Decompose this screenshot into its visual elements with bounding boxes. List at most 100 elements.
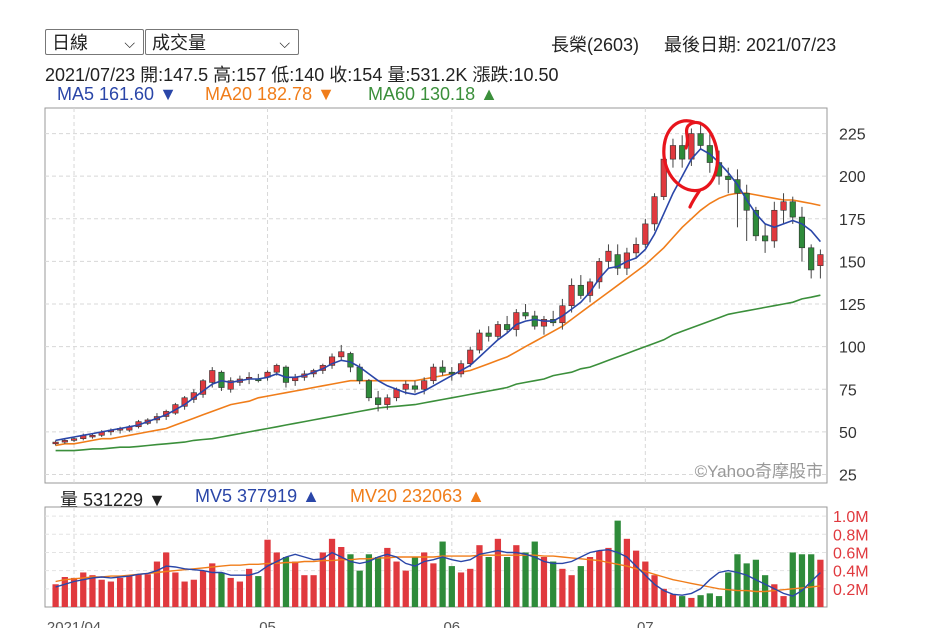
volume-bar	[163, 552, 170, 607]
volume-bar	[199, 570, 207, 607]
volume-bar	[550, 561, 557, 607]
candle-body	[209, 370, 216, 383]
candle	[467, 346, 474, 368]
volume-bar	[70, 577, 78, 607]
candle-body	[614, 254, 621, 269]
candle-body	[439, 366, 446, 373]
volume-bar	[568, 575, 575, 607]
candle	[439, 360, 446, 376]
volume-bar	[264, 539, 271, 607]
candle	[513, 309, 520, 337]
candle-body	[448, 371, 455, 375]
candle-body	[70, 438, 78, 441]
legend-ma5: MA5 161.60 ▼	[57, 84, 177, 104]
volume-bar	[393, 561, 400, 607]
volume-bar	[374, 557, 382, 607]
volume-bar	[190, 579, 197, 607]
candle-body	[273, 365, 280, 373]
volume-panel: 2021/04 05 06 07 0.2M0.4M 0.6M0.8M1.0M	[44, 506, 869, 628]
candle-body	[199, 380, 207, 395]
candle	[384, 394, 391, 410]
volume-bar	[116, 577, 124, 607]
volume-bar	[402, 570, 409, 607]
candle	[789, 196, 796, 224]
candle-body	[817, 254, 824, 266]
candle-body	[52, 441, 59, 445]
price-tick-label: 75	[839, 382, 857, 399]
indicator-select-value: 成交量	[152, 33, 206, 53]
candle-body	[596, 261, 603, 283]
volume-bar	[485, 557, 492, 607]
volume-bar	[679, 596, 686, 607]
quote-high: 高:157	[213, 65, 267, 85]
quote-open: 開:147.5	[140, 65, 209, 85]
volume-bar	[292, 561, 299, 607]
volume-bar	[697, 595, 704, 607]
volume-bar	[642, 561, 649, 607]
volume-bar	[688, 597, 695, 607]
volume-bar	[209, 563, 216, 607]
volume-bar	[61, 577, 68, 607]
volume-bar	[255, 576, 262, 607]
candle-body	[485, 332, 492, 337]
candle	[448, 367, 455, 381]
candle	[642, 218, 649, 248]
volume-bar	[98, 579, 105, 607]
legend-mv20: MV20 232063 ▲	[350, 486, 485, 506]
candle-body	[688, 133, 695, 160]
volume-bar	[651, 575, 658, 607]
volume-bar	[577, 566, 584, 607]
quote-volume: 量:531.2K	[387, 65, 468, 85]
candle-body	[679, 145, 686, 160]
candle-body	[540, 319, 548, 327]
candle-body	[780, 201, 787, 211]
candle	[780, 193, 787, 224]
volume-bar	[236, 581, 244, 607]
candle	[817, 249, 824, 279]
candle-body	[752, 209, 759, 237]
candle-body	[605, 250, 612, 262]
candle-body	[338, 351, 345, 358]
candle	[614, 244, 621, 276]
ma5-line	[55, 147, 822, 442]
volume-tick-label: 0.8M	[833, 527, 869, 544]
price-tick-label: 225	[839, 127, 866, 144]
candle-body	[513, 312, 520, 330]
volume-bar	[430, 563, 437, 607]
candle	[504, 315, 511, 333]
volume-bar	[245, 568, 253, 607]
volume-bar	[89, 575, 96, 607]
candle	[540, 315, 548, 335]
volume-bar	[623, 538, 631, 607]
candle	[328, 353, 336, 369]
volume-bar	[448, 566, 455, 607]
legend-volume: 量 531229 ▼	[60, 486, 166, 512]
volume-bar	[669, 594, 677, 607]
volume-bar	[540, 557, 548, 607]
candle-body	[697, 133, 704, 146]
annotation-circle	[662, 119, 720, 209]
period-select[interactable]: 日線 ⌵	[45, 29, 144, 55]
candle-body	[633, 244, 640, 254]
volume-bar	[605, 547, 612, 607]
candle	[697, 121, 704, 149]
candle-body	[494, 324, 501, 337]
candle	[734, 169, 741, 228]
candle-body	[577, 284, 584, 296]
quote-change: 漲跌:10.50	[472, 65, 559, 85]
price-tick-label: 125	[839, 297, 866, 314]
price-tick-label: 150	[839, 254, 866, 271]
indicator-select[interactable]: 成交量 ⌵	[145, 29, 299, 55]
volume-bar	[421, 552, 428, 607]
candle-body	[384, 397, 391, 405]
candle-body	[762, 235, 769, 242]
candle	[430, 363, 437, 385]
volume-tick-label: 0.4M	[833, 564, 869, 581]
volume-bar	[282, 557, 290, 607]
candle	[246, 372, 253, 385]
volume-bar	[172, 572, 179, 607]
volume-bar	[328, 538, 336, 607]
volume-bar	[771, 584, 778, 607]
volume-bar	[365, 554, 373, 607]
volume-bar	[338, 547, 345, 607]
